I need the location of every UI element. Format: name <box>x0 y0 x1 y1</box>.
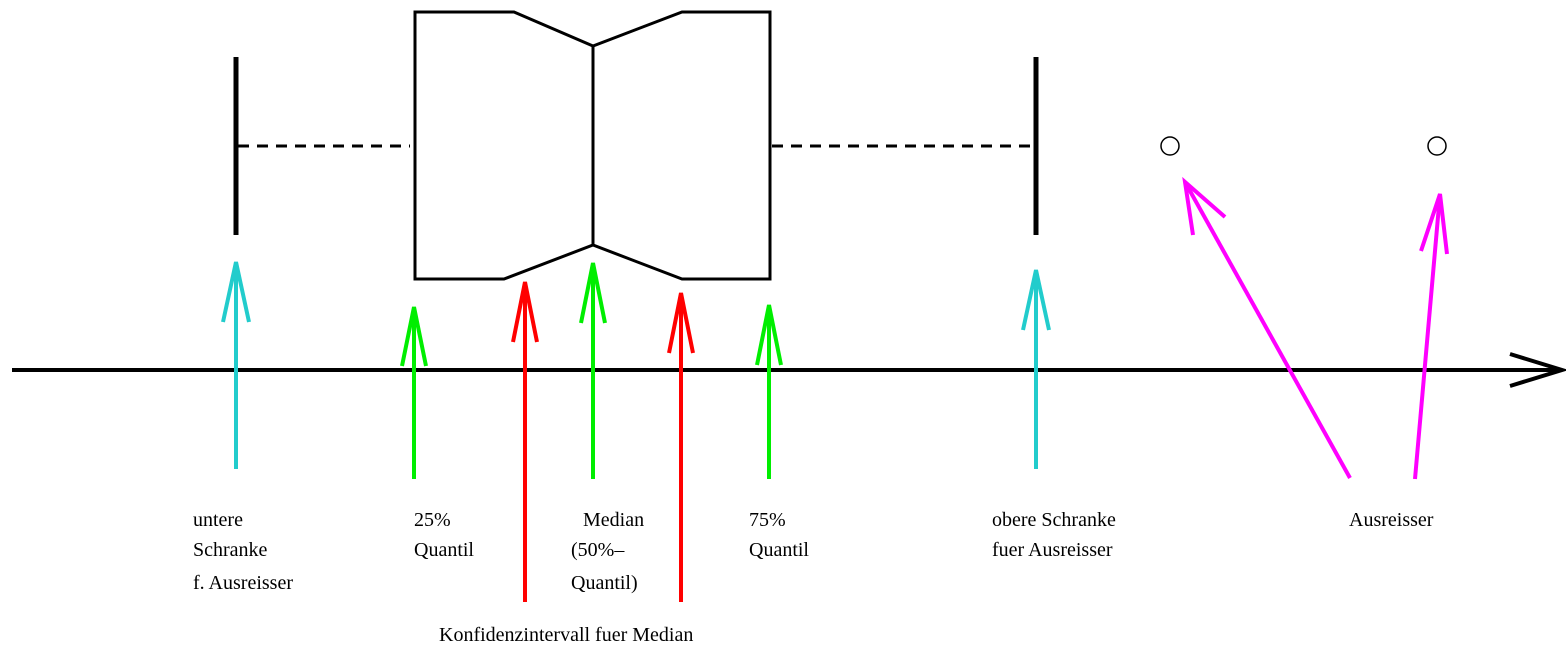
whiskers <box>233 57 1039 235</box>
notched-box <box>413 10 772 281</box>
annotation-arrows <box>221 176 1449 602</box>
number-axis <box>12 352 1566 388</box>
outlier-points <box>1160 136 1447 156</box>
labels: untere Schranke f. Ausreisser 25% Quanti… <box>193 509 1434 646</box>
outlier-point <box>1160 136 1180 156</box>
label-confidence-interval: Konfidenzintervall fuer Median <box>439 624 693 646</box>
label-upper-bound: obere Schranke fuer Ausreisser <box>992 509 1121 561</box>
ci-upper-arrow <box>667 292 695 602</box>
ci-lower-arrow <box>511 281 539 602</box>
label-q25: 25% Quantil <box>414 509 474 561</box>
label-outliers: Ausreisser <box>1349 509 1434 531</box>
q25-arrow <box>400 306 428 479</box>
lower-bound-arrow <box>221 261 251 469</box>
label-lower-bound: untere Schranke f. Ausreisser <box>193 509 293 594</box>
label-median: Median (50%– Quantil) <box>571 509 649 594</box>
q75-arrow <box>755 304 783 479</box>
axis-arrowhead <box>1509 352 1566 388</box>
median-arrow <box>579 262 607 479</box>
label-q75: 75% Quantil <box>749 509 809 561</box>
outlier-arrow-left <box>1182 176 1352 479</box>
box-outline <box>413 10 772 281</box>
outlier-arrow-right <box>1413 193 1449 480</box>
outlier-point <box>1427 136 1447 156</box>
upper-bound-arrow <box>1021 269 1051 469</box>
